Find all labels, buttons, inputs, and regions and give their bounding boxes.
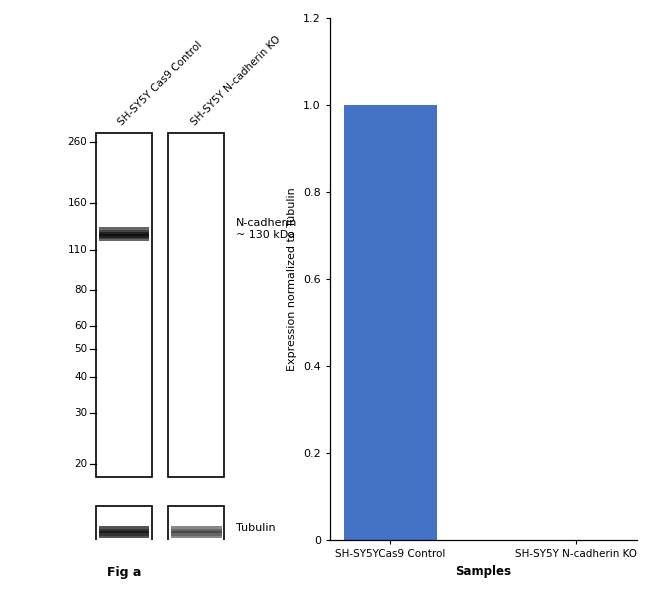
Bar	[99, 530, 149, 533]
Bar	[344, 105, 437, 540]
Text: SH-SY5Y Cas9 Control: SH-SY5Y Cas9 Control	[117, 40, 205, 128]
Text: 40: 40	[74, 372, 88, 382]
Bar	[99, 535, 149, 538]
Text: 80: 80	[74, 285, 88, 295]
Text: N-cadherin
~ 130 kDa: N-cadherin ~ 130 kDa	[235, 218, 297, 240]
Text: 30: 30	[74, 408, 88, 418]
Bar	[172, 532, 222, 536]
Bar	[172, 526, 222, 529]
X-axis label: Samples: Samples	[456, 565, 512, 578]
Text: Tubulin: Tubulin	[235, 523, 275, 533]
Bar	[172, 530, 222, 533]
Bar	[99, 227, 149, 230]
Text: 160: 160	[68, 198, 88, 208]
Y-axis label: Expression normalized to Tubulin: Expression normalized to Tubulin	[287, 187, 298, 371]
Bar	[172, 535, 222, 538]
Bar	[99, 236, 149, 239]
Text: 110: 110	[68, 245, 88, 255]
Text: 20: 20	[74, 459, 88, 469]
Bar	[168, 506, 224, 550]
Bar	[99, 238, 149, 241]
Text: SH-SY5Y N-cadherin KO: SH-SY5Y N-cadherin KO	[189, 34, 283, 128]
Bar	[99, 235, 149, 238]
Text: 260: 260	[68, 137, 88, 147]
Bar	[99, 526, 149, 529]
Bar	[99, 233, 149, 236]
Bar	[99, 231, 149, 234]
Text: 60: 60	[74, 321, 88, 331]
Bar	[99, 229, 149, 232]
Bar	[99, 528, 149, 532]
Text: Fig a: Fig a	[107, 566, 141, 579]
Bar	[168, 133, 224, 478]
Text: 50: 50	[74, 344, 88, 354]
Bar	[96, 506, 151, 550]
Bar	[172, 528, 222, 532]
Bar	[96, 133, 151, 478]
Bar	[99, 532, 149, 536]
